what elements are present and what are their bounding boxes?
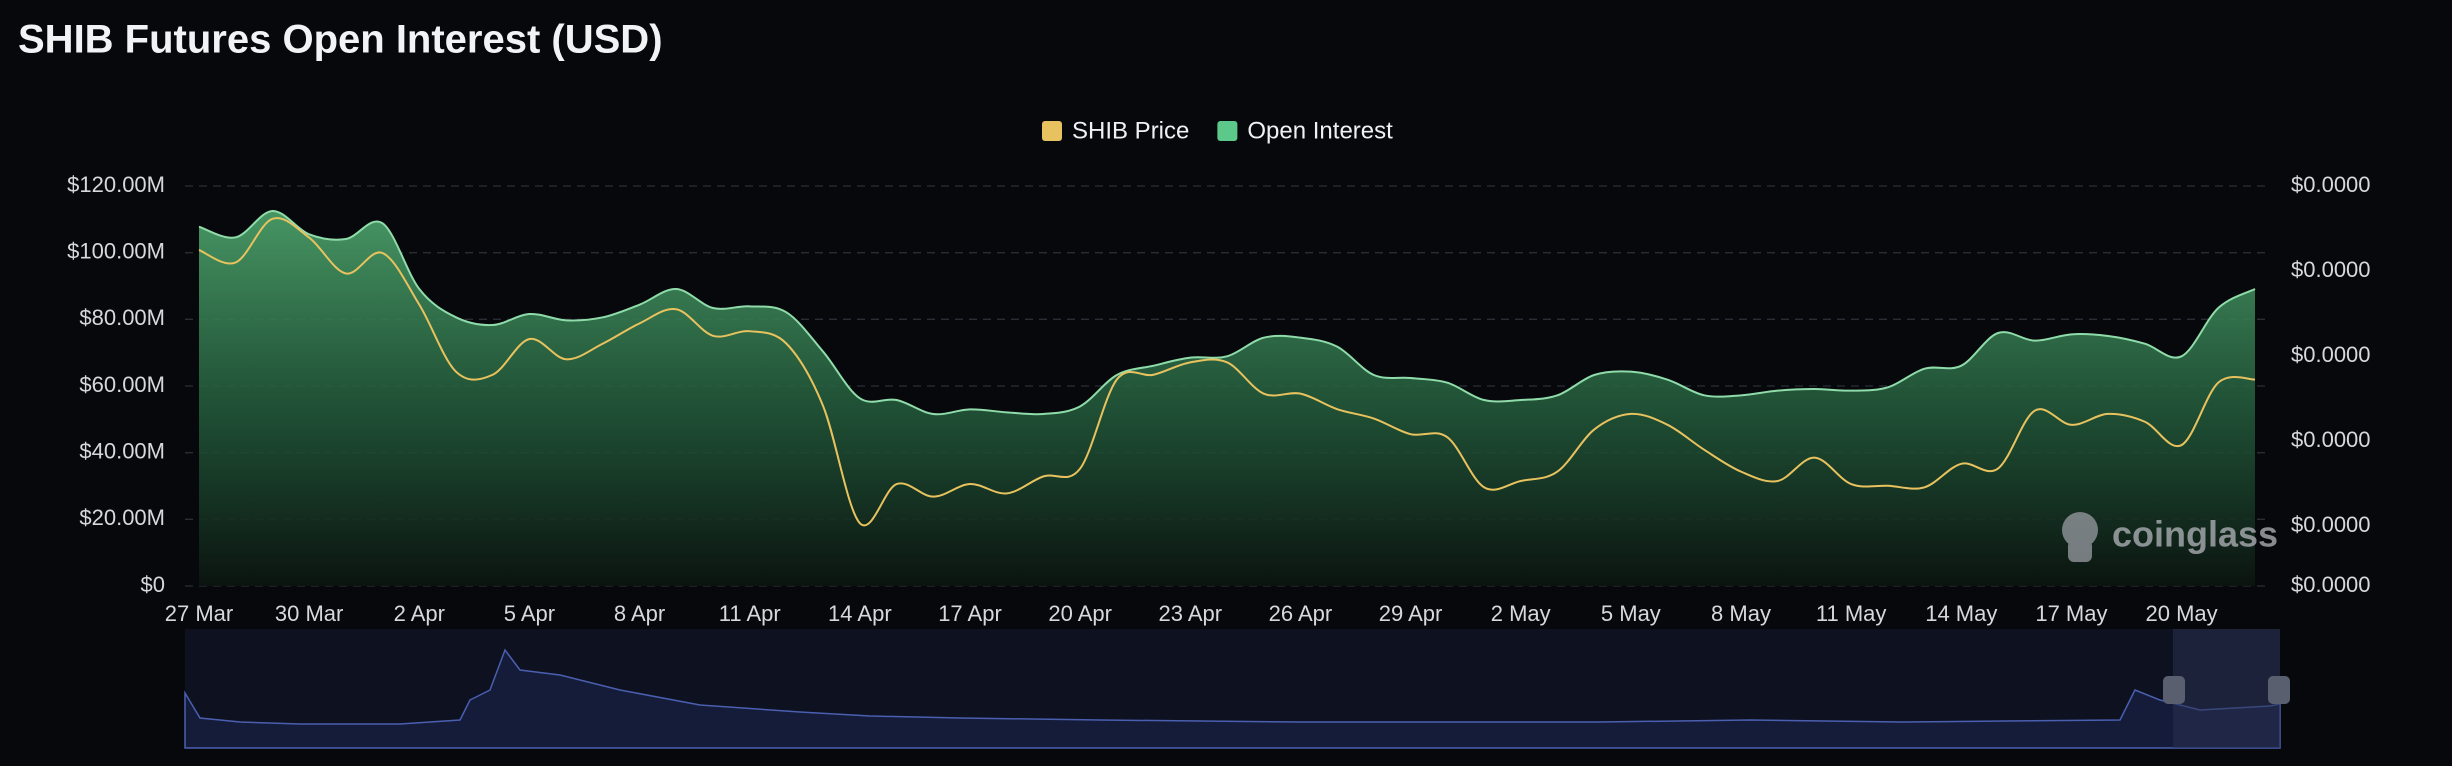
y-tick-label: $80.00M [79,305,165,330]
legend-swatch [1217,121,1238,141]
legend-swatch [1042,121,1062,141]
legend-label: SHIB Price [1072,117,1189,144]
watermark-logo [2068,540,2092,562]
x-tick-label: 23 Apr [1158,601,1222,626]
x-tick-label: 2 Apr [394,601,445,626]
x-tick-label: 27 Mar [165,601,233,626]
y2-tick-label: $0.0000 [2291,342,2371,367]
x-tick-label: 26 Apr [1269,601,1333,626]
y-tick-label: $120.00M [67,172,165,197]
x-tick-label: 20 May [2145,601,2217,626]
y2-tick-label: $0.0000 [2291,172,2371,197]
x-tick-label: 17 May [2035,601,2107,626]
line [198,217,2256,527]
y2-tick-label: $0.0000 [2291,427,2371,452]
y2-tick-label: $0.0000 [2291,257,2371,282]
x-tick-label: 5 Apr [504,601,555,626]
line [198,209,2256,416]
y-tick-label: $40.00M [79,438,165,463]
watermark-text: coinglass [2112,514,2278,555]
legend: SHIB Price Open Interest [1042,117,1393,144]
y2-tick-label: $0.0000 [2291,512,2371,537]
y2-tick-label: $0.0000 [2291,572,2371,597]
chart-title: SHIB Futures Open Interest (USD) [18,18,663,62]
watermark-logo [2062,512,2098,548]
area [199,210,2255,586]
navigator-window[interactable] [2173,629,2280,748]
x-tick-label: 14 May [1925,601,1997,626]
navigator-handle[interactable] [2163,676,2185,704]
y-tick-label: $100.00M [67,238,165,263]
legend-label: Open Interest [1247,117,1393,144]
x-tick-label: 2 May [1491,601,1551,626]
x-tick-label: 20 Apr [1048,601,1112,626]
x-tick-label: 8 May [1711,601,1771,626]
x-tick-label: 29 Apr [1379,601,1443,626]
x-tick-label: 11 May [1816,601,1887,626]
navigator [184,629,2290,749]
x-tick-label: 5 May [1601,601,1661,626]
x-tick-label: 11 Apr [719,601,781,626]
x-tick-label: 14 Apr [828,601,892,626]
watermark: coinglass [2062,512,2278,562]
x-tick-label: 17 Apr [938,601,1002,626]
y-tick-label: $0 [141,572,165,597]
plot [198,209,2256,586]
x-tick-label: 8 Apr [614,601,665,626]
navigator-handle[interactable] [2268,676,2290,704]
x-tick-label: 30 Mar [275,601,343,626]
y-tick-label: $20.00M [79,505,165,530]
y-tick-label: $60.00M [79,372,165,397]
axes: $0 $20.00M $40.00M $60.00M $80.00M $100.00M $1… [67,172,2370,626]
